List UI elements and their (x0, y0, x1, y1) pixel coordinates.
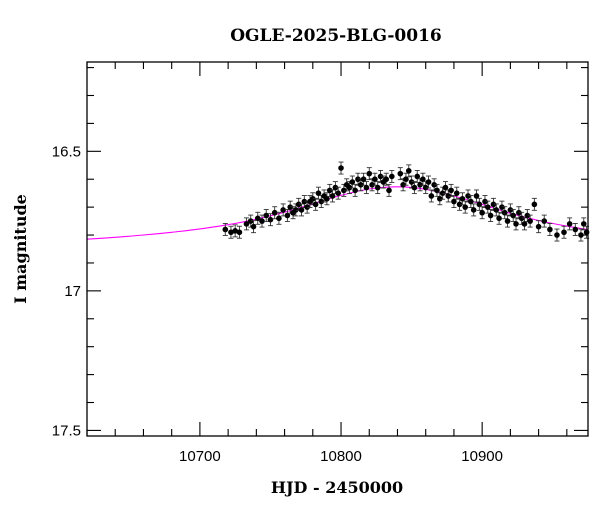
axis-ticks (86, 62, 588, 436)
data-point (400, 178, 406, 192)
x-tick-label: 10800 (320, 448, 362, 465)
data-point (451, 195, 457, 209)
data-point (541, 214, 548, 228)
data-point (476, 197, 483, 211)
data-point (431, 178, 437, 192)
data-point (301, 195, 308, 209)
data-point (510, 209, 517, 222)
data-point (228, 225, 234, 239)
data-point (580, 217, 587, 231)
data-point (566, 217, 573, 231)
data-point (425, 175, 432, 189)
data-point (420, 172, 426, 186)
data-point (280, 203, 286, 217)
data-point (561, 225, 567, 239)
x-axis-label: HJD - 2450000 (271, 478, 403, 497)
data-point (329, 189, 336, 203)
data-point (232, 224, 238, 238)
data-point (524, 209, 531, 222)
data-point (414, 169, 421, 183)
data-point (243, 217, 250, 231)
data-point (383, 172, 389, 186)
plot-frame (86, 61, 589, 437)
data-point (490, 197, 497, 211)
data-point (254, 211, 261, 225)
data-point (405, 164, 412, 178)
data-point (276, 211, 282, 225)
data-point (439, 186, 446, 200)
y-tick-label: 17 (64, 283, 81, 300)
data-point (473, 189, 480, 203)
data-point (352, 183, 358, 197)
data-point (547, 223, 553, 236)
data-point (250, 220, 257, 234)
data-point (456, 197, 463, 211)
data-point (324, 192, 330, 206)
data-point (360, 172, 367, 186)
data-point (312, 197, 319, 211)
data-point (318, 195, 325, 209)
data-point (501, 206, 508, 220)
data-point (304, 200, 310, 214)
data-point (531, 197, 538, 211)
observation-points (222, 161, 590, 242)
data-point (470, 203, 477, 217)
data-point (374, 181, 381, 195)
data-point (437, 192, 443, 206)
y-axis-label: I magnitude (11, 194, 30, 304)
data-point (417, 178, 423, 192)
data-point (247, 214, 254, 228)
data-point (366, 167, 373, 181)
data-point (389, 169, 395, 183)
data-point (527, 214, 533, 228)
data-point (315, 186, 322, 200)
data-point (386, 183, 392, 197)
data-point (513, 217, 519, 231)
data-point (465, 189, 471, 203)
data-point (355, 172, 361, 186)
data-point (554, 228, 560, 242)
y-tick-label: 16.5 (52, 143, 81, 160)
data-point (310, 192, 316, 206)
data-point (397, 167, 404, 181)
data-point (479, 206, 485, 220)
data-point (535, 220, 542, 234)
chart-title: OGLE-2025-BLG-0016 (230, 26, 442, 46)
data-point (271, 206, 278, 220)
x-tick-label: 10900 (461, 448, 503, 465)
data-point (287, 200, 294, 214)
data-point (338, 161, 344, 175)
data-point (507, 203, 514, 217)
y-tick-label: 17.5 (52, 422, 81, 439)
data-point (504, 214, 511, 228)
data-point (403, 172, 409, 186)
data-point (293, 203, 299, 217)
data-point (411, 181, 418, 195)
plot-area (86, 161, 590, 242)
data-point (496, 211, 502, 225)
x-tick-label: 10700 (179, 448, 221, 465)
data-point (453, 186, 460, 200)
data-point (448, 183, 454, 197)
data-point (298, 203, 305, 217)
data-point (428, 189, 435, 203)
axis-tick-labels: 10700 10800 10900 16.5 17 17.5 (52, 143, 503, 465)
data-point (578, 228, 584, 242)
data-point (572, 223, 579, 236)
data-point (363, 181, 370, 195)
data-point (236, 225, 243, 239)
data-point (462, 200, 469, 214)
data-point (372, 172, 378, 186)
data-point (222, 223, 229, 236)
data-point (349, 175, 356, 189)
data-point (326, 183, 333, 197)
data-point (335, 186, 342, 200)
data-point (295, 197, 302, 211)
data-point (518, 211, 525, 225)
data-point (263, 209, 270, 222)
data-point (487, 209, 494, 222)
